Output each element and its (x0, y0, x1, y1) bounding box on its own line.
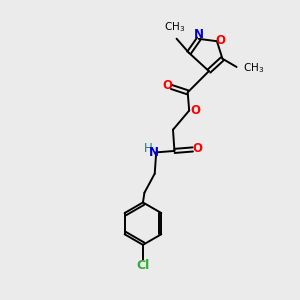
Text: O: O (192, 142, 202, 155)
Text: O: O (190, 104, 200, 117)
Text: O: O (216, 34, 226, 47)
Text: N: N (194, 28, 204, 41)
Text: N: N (149, 146, 159, 159)
Text: CH$_3$: CH$_3$ (243, 61, 264, 75)
Text: O: O (162, 79, 172, 92)
Text: H: H (144, 142, 152, 155)
Text: CH$_3$: CH$_3$ (164, 20, 186, 34)
Text: Cl: Cl (136, 259, 150, 272)
